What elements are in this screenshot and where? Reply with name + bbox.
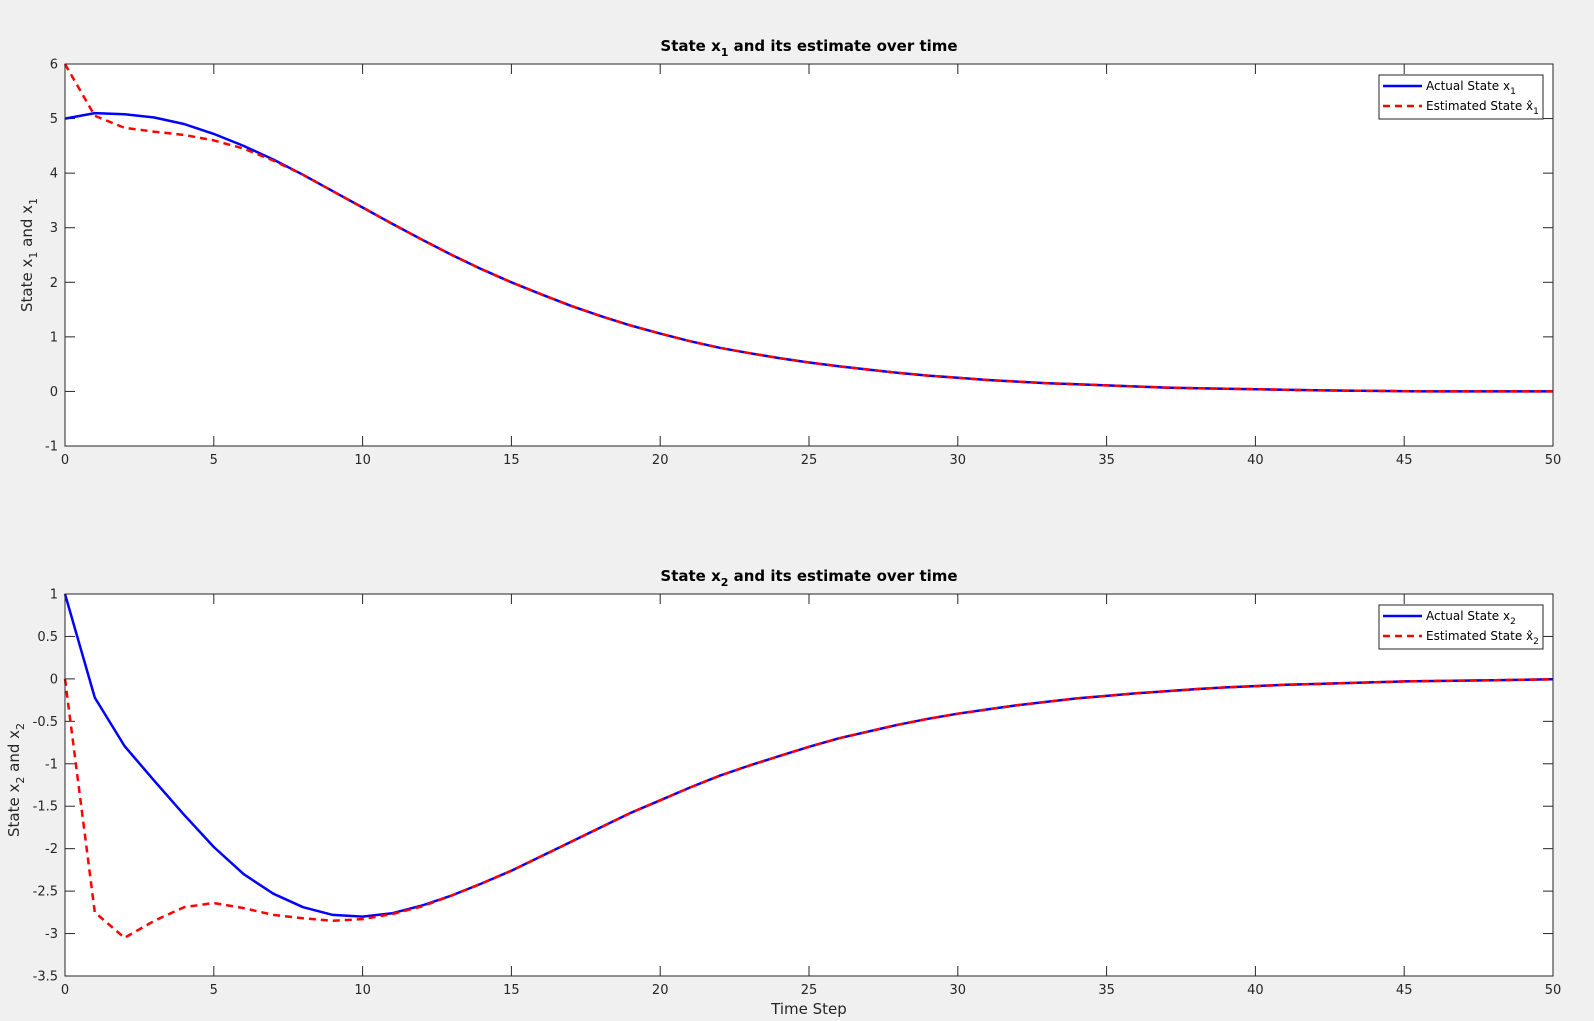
x-tick-label: 40 [1247, 453, 1264, 468]
x-tick-label: 25 [801, 453, 818, 468]
y-tick-label: 0 [50, 672, 58, 687]
y-tick-label: 5 [50, 112, 58, 127]
y-tick-label: 6 [50, 58, 58, 73]
axes-1-title: State x1 and its estimate over time [660, 37, 957, 59]
series-line-estimated [63, 63, 1553, 393]
legend-2-actual-label: Actual State x2 [1426, 609, 1516, 627]
y-tick-label: -1 [45, 440, 58, 455]
x-tick-label: 30 [950, 983, 967, 998]
x-tick-label: 15 [503, 983, 520, 998]
y-tick-label: 4 [50, 167, 58, 182]
legend-2-box [1378, 604, 1544, 650]
x-tick-label: 40 [1247, 983, 1264, 998]
series-line-estimated [63, 678, 1554, 940]
axes-2-frame [64, 593, 1554, 977]
axes-1-ylabel: State x1 and x1 [18, 198, 40, 312]
x-tick-label: 35 [1098, 983, 1115, 998]
axes-2-title: State x2 and its estimate over time [660, 567, 957, 589]
x-tick-label: 15 [503, 453, 520, 468]
axes-1-frame [64, 63, 1554, 447]
y-tick-label: -2.5 [33, 885, 58, 900]
axes-2-series [63, 593, 1554, 940]
y-tick-label: 0 [50, 385, 58, 400]
legend-1-estimated-label: Estimated State x̂1 [1426, 99, 1539, 117]
x-tick-label: 45 [1396, 983, 1413, 998]
axes-2-xlabel: Time Step [770, 1000, 847, 1018]
axes-2-ylabel: State x2 and x2 [5, 723, 27, 837]
legend-1-box [1378, 74, 1544, 120]
y-tick-label: -3 [45, 927, 58, 942]
y-tick-label: -2 [45, 842, 58, 857]
axes-1-legend: Actual State x1 Estimated State x̂1 [1378, 74, 1544, 120]
y-tick-label: 0.5 [37, 630, 58, 645]
x-tick-label: 0 [61, 453, 69, 468]
y-tick-label: -3.5 [33, 970, 58, 985]
x-tick-label: 5 [210, 453, 218, 468]
legend-1-actual-label: Actual State x1 [1426, 79, 1516, 97]
x-tick-label: 50 [1545, 453, 1562, 468]
x-tick-label: 45 [1396, 453, 1413, 468]
x-tick-label: 5 [210, 983, 218, 998]
x-tick-label: 25 [801, 983, 818, 998]
axes-2-legend: Actual State x2 Estimated State x̂2 [1378, 604, 1544, 650]
y-tick-label: -1 [45, 757, 58, 772]
axes-1-background [65, 64, 1553, 446]
x-tick-label: 20 [652, 983, 669, 998]
y-tick-label: 1 [50, 588, 58, 603]
axes-2-background [65, 594, 1553, 976]
y-tick-label: 2 [50, 276, 58, 291]
x-tick-label: 50 [1545, 983, 1562, 998]
y-tick-label: -0.5 [33, 715, 58, 730]
x-tick-label: 20 [652, 453, 669, 468]
subplot-2: 0 5 10 15 20 25 30 35 40 45 50-3.5-3-2.5-2-1.5-1-0… [5, 567, 1561, 1018]
x-tick-label: 30 [950, 453, 967, 468]
y-tick-label: -1.5 [33, 800, 58, 815]
x-tick-label: 35 [1098, 453, 1115, 468]
axes-1-series [63, 63, 1553, 393]
legend-2-estimated-label: Estimated State x̂2 [1426, 629, 1539, 647]
y-tick-label: 3 [50, 221, 58, 236]
x-tick-label: 0 [61, 983, 69, 998]
x-tick-label: 10 [354, 453, 371, 468]
x-tick-label: 10 [354, 983, 371, 998]
y-tick-label: 1 [50, 330, 58, 345]
